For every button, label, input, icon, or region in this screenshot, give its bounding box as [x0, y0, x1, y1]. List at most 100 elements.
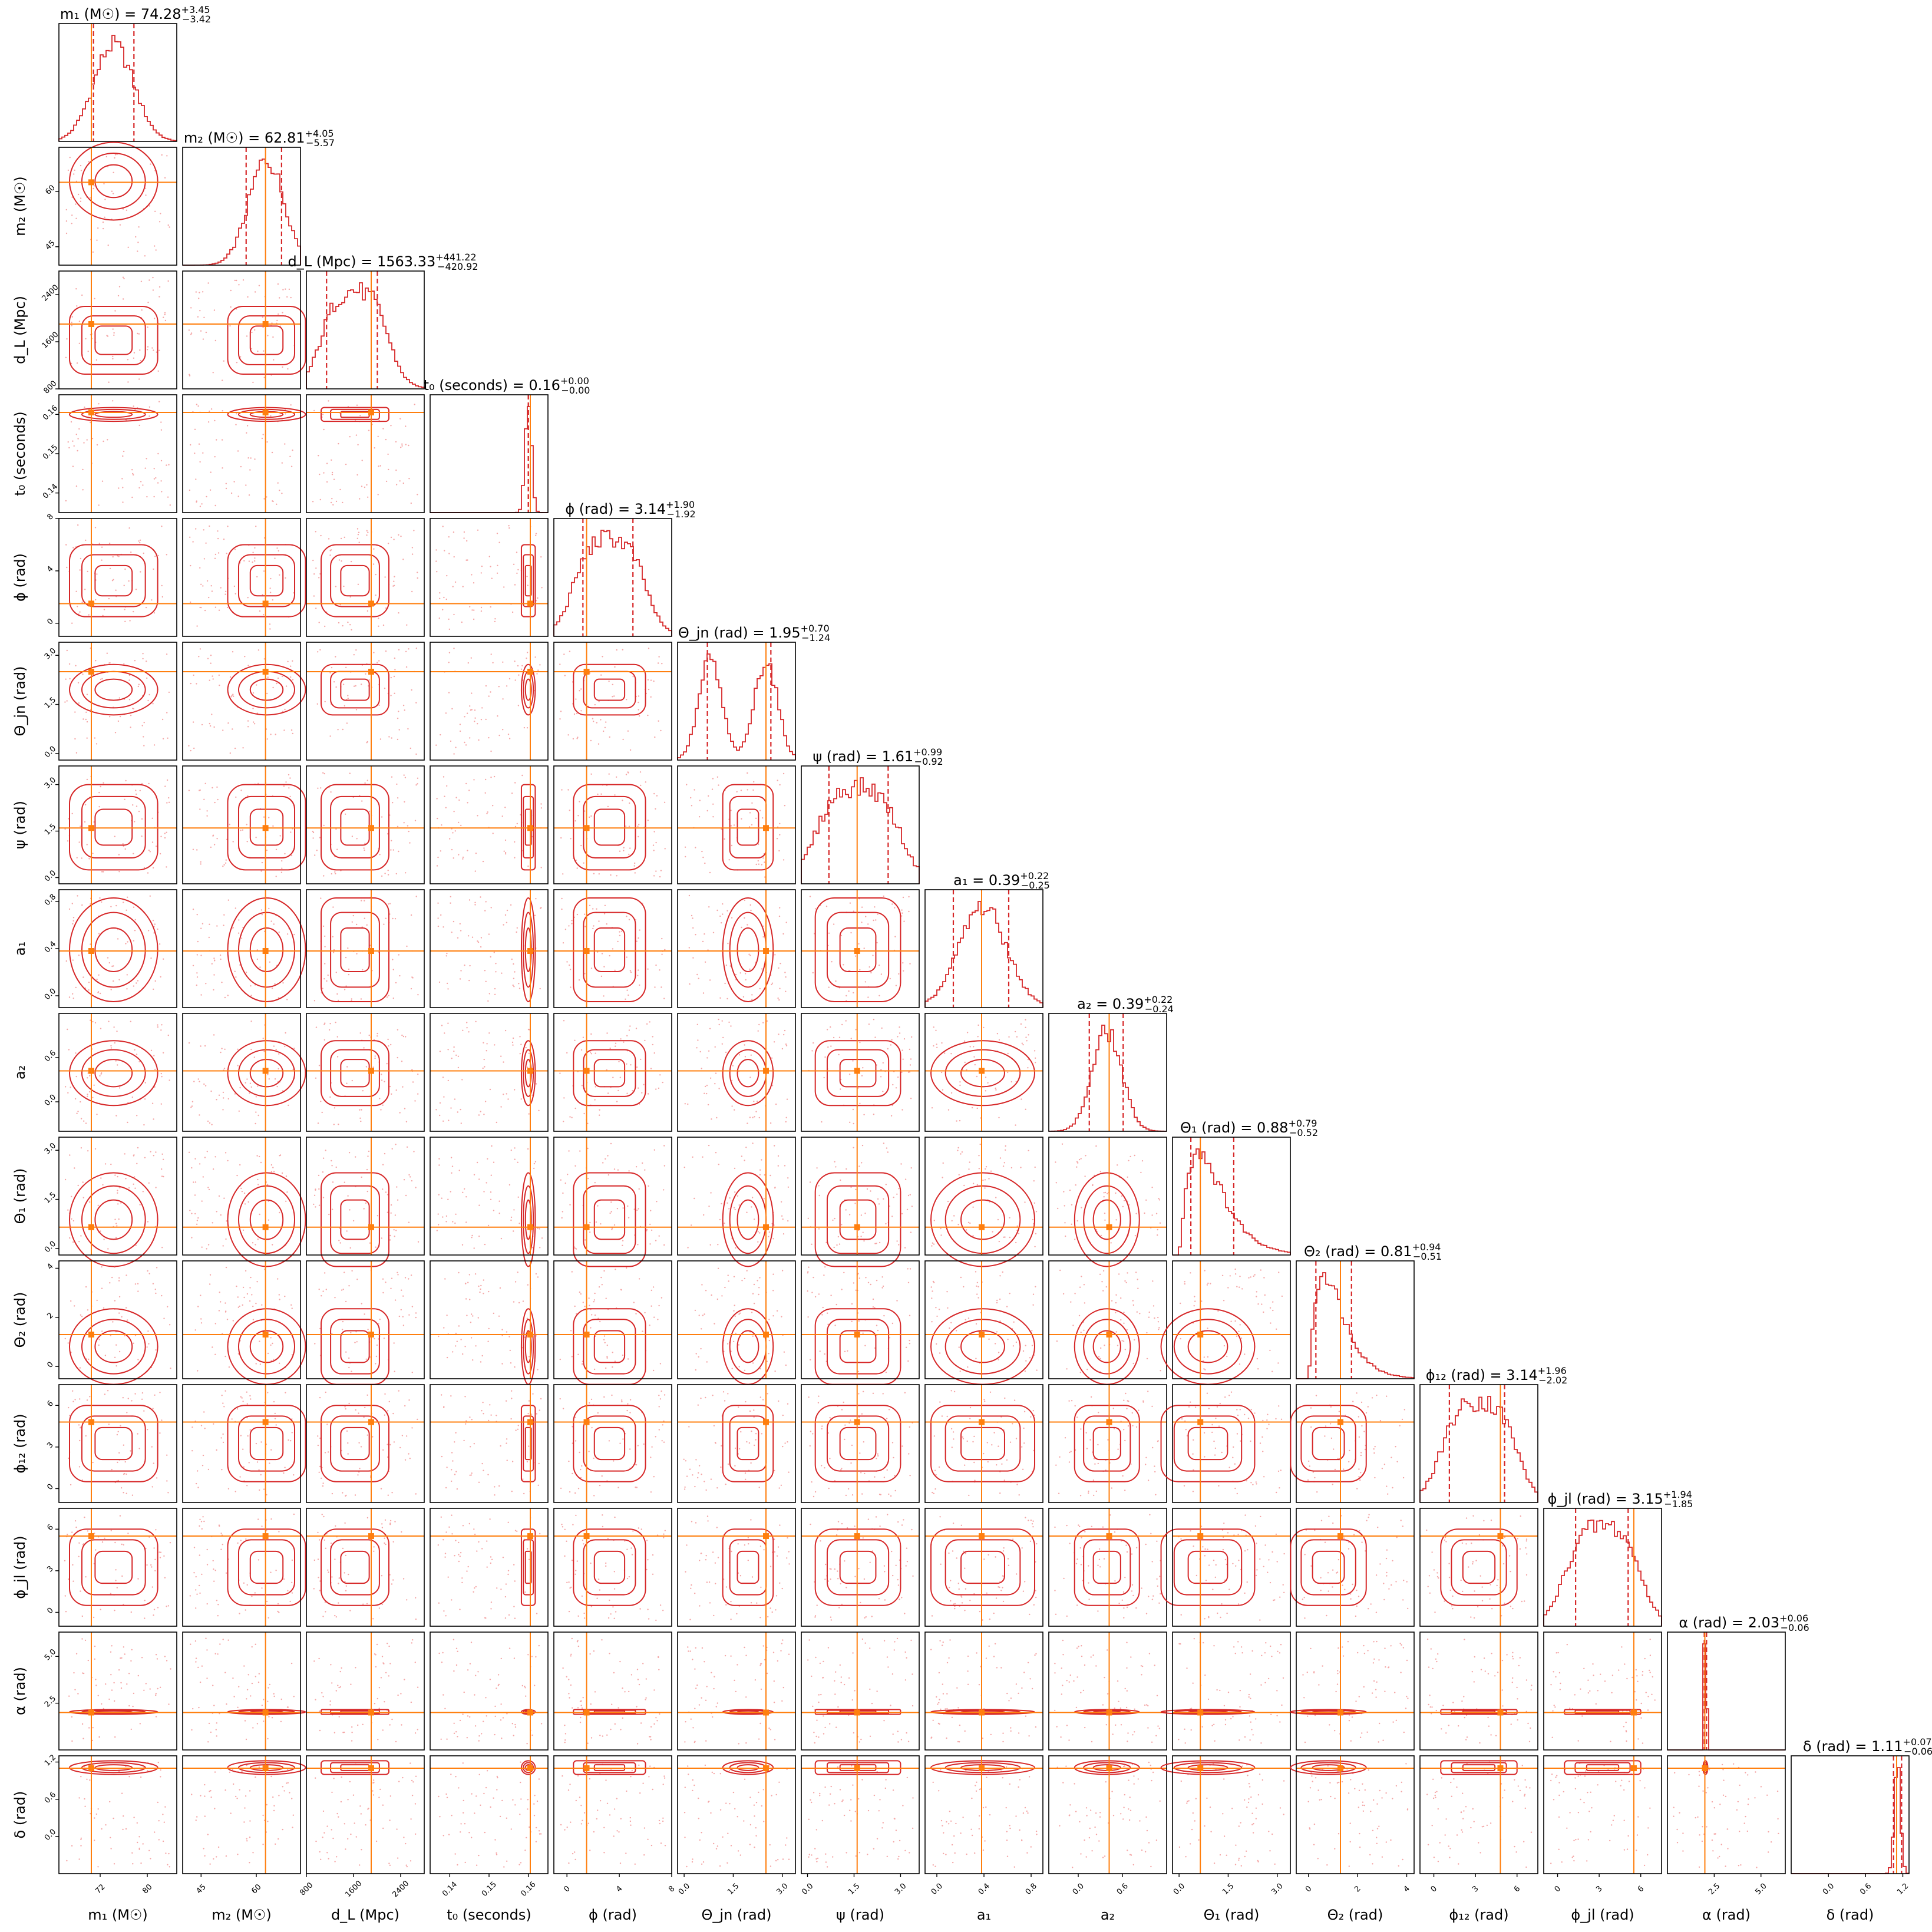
sample-point [560, 711, 562, 712]
panel-frame [677, 642, 796, 761]
sample-point [663, 1394, 666, 1396]
sample-point [441, 1197, 442, 1199]
sample-point [533, 1162, 536, 1165]
sample-point [208, 1188, 210, 1191]
sample-point [641, 1092, 643, 1094]
sample-point [210, 655, 212, 656]
sample-point [477, 1317, 479, 1319]
sample-point [603, 913, 606, 914]
sample-point [663, 1244, 665, 1246]
sample-point [658, 1087, 660, 1089]
sample-point [128, 699, 131, 701]
sample-point [768, 1231, 771, 1233]
sample-point [152, 1408, 154, 1409]
sample-point [451, 1058, 453, 1059]
sample-point [189, 375, 191, 377]
sample-point [1124, 1280, 1126, 1282]
y-tick-label: 0.14 [41, 483, 60, 501]
sample-point [200, 994, 202, 996]
sample-point [344, 1272, 345, 1273]
sample-point [164, 312, 166, 314]
sample-point [192, 848, 194, 850]
sample-point [126, 1274, 127, 1276]
sample-point [404, 709, 405, 711]
sample-point [626, 916, 628, 917]
sample-point [910, 1231, 912, 1233]
sample-point [833, 1036, 835, 1039]
panel-frame [1172, 1137, 1291, 1256]
sample-point [146, 660, 147, 662]
sample-point [131, 469, 133, 471]
sample-point [629, 1025, 631, 1027]
sample-point [647, 714, 649, 716]
sample-point [206, 580, 209, 582]
sample-point [393, 539, 395, 540]
sample-point [199, 310, 201, 312]
sample-point [270, 1344, 272, 1346]
sample-point [823, 1274, 825, 1276]
panel-frame [430, 765, 549, 884]
sample-point [133, 985, 135, 987]
sample-point [387, 1494, 389, 1496]
histogram-a2 [1048, 1025, 1167, 1132]
sample-point [454, 1474, 456, 1475]
sample-point [405, 1036, 407, 1038]
sample-point [850, 1462, 852, 1464]
sample-point [571, 1356, 573, 1358]
sample-point [127, 359, 129, 361]
sample-point [160, 421, 162, 423]
sample-point [220, 1051, 222, 1053]
sample-point [70, 421, 72, 423]
sample-point [643, 1084, 645, 1086]
sample-point [998, 1352, 1000, 1353]
sample-point [226, 1319, 229, 1320]
sample-point [193, 674, 194, 676]
sample-point [104, 1355, 107, 1356]
sample-point [637, 1445, 639, 1446]
sample-point [686, 1475, 688, 1477]
sample-point [210, 662, 212, 664]
sample-point [324, 1272, 326, 1274]
sample-point [453, 648, 455, 649]
sample-point [397, 1029, 399, 1031]
sample-point [210, 846, 212, 848]
sample-point [494, 1494, 496, 1496]
sample-point [71, 903, 74, 904]
sample-point [387, 453, 389, 455]
contour-2 [839, 1426, 877, 1461]
sample-point [868, 966, 870, 968]
sample-point [571, 920, 573, 922]
sample-point [1158, 1327, 1160, 1329]
sample-point [501, 972, 503, 974]
sample-point [450, 1107, 452, 1109]
sample-point [252, 1319, 255, 1320]
sample-point [137, 1433, 138, 1435]
sample-point [1006, 1306, 1008, 1307]
sample-point [762, 857, 764, 859]
truth-marker [527, 1068, 533, 1074]
truth-marker [88, 179, 94, 186]
sample-point [895, 985, 897, 986]
sample-point [574, 1039, 576, 1042]
truth-marker [527, 1332, 533, 1337]
sample-point [235, 1491, 236, 1492]
sample-point [280, 871, 283, 873]
sample-point [272, 1342, 273, 1345]
sample-point [112, 355, 114, 358]
sample-point [93, 187, 94, 190]
sample-point [134, 408, 136, 411]
sample-point [373, 652, 375, 653]
sample-point [88, 989, 90, 991]
sample-point [137, 1283, 139, 1284]
sample-point [488, 993, 490, 995]
sample-point [950, 1092, 953, 1094]
sample-point [473, 618, 475, 620]
sample-point [907, 1268, 909, 1270]
sample-point [239, 1305, 240, 1307]
sample-point [257, 1239, 259, 1240]
sample-point [1158, 1198, 1160, 1200]
sample-point [623, 850, 625, 851]
sample-point [466, 1315, 468, 1316]
sample-point [1234, 1268, 1236, 1270]
sample-point [164, 837, 166, 839]
